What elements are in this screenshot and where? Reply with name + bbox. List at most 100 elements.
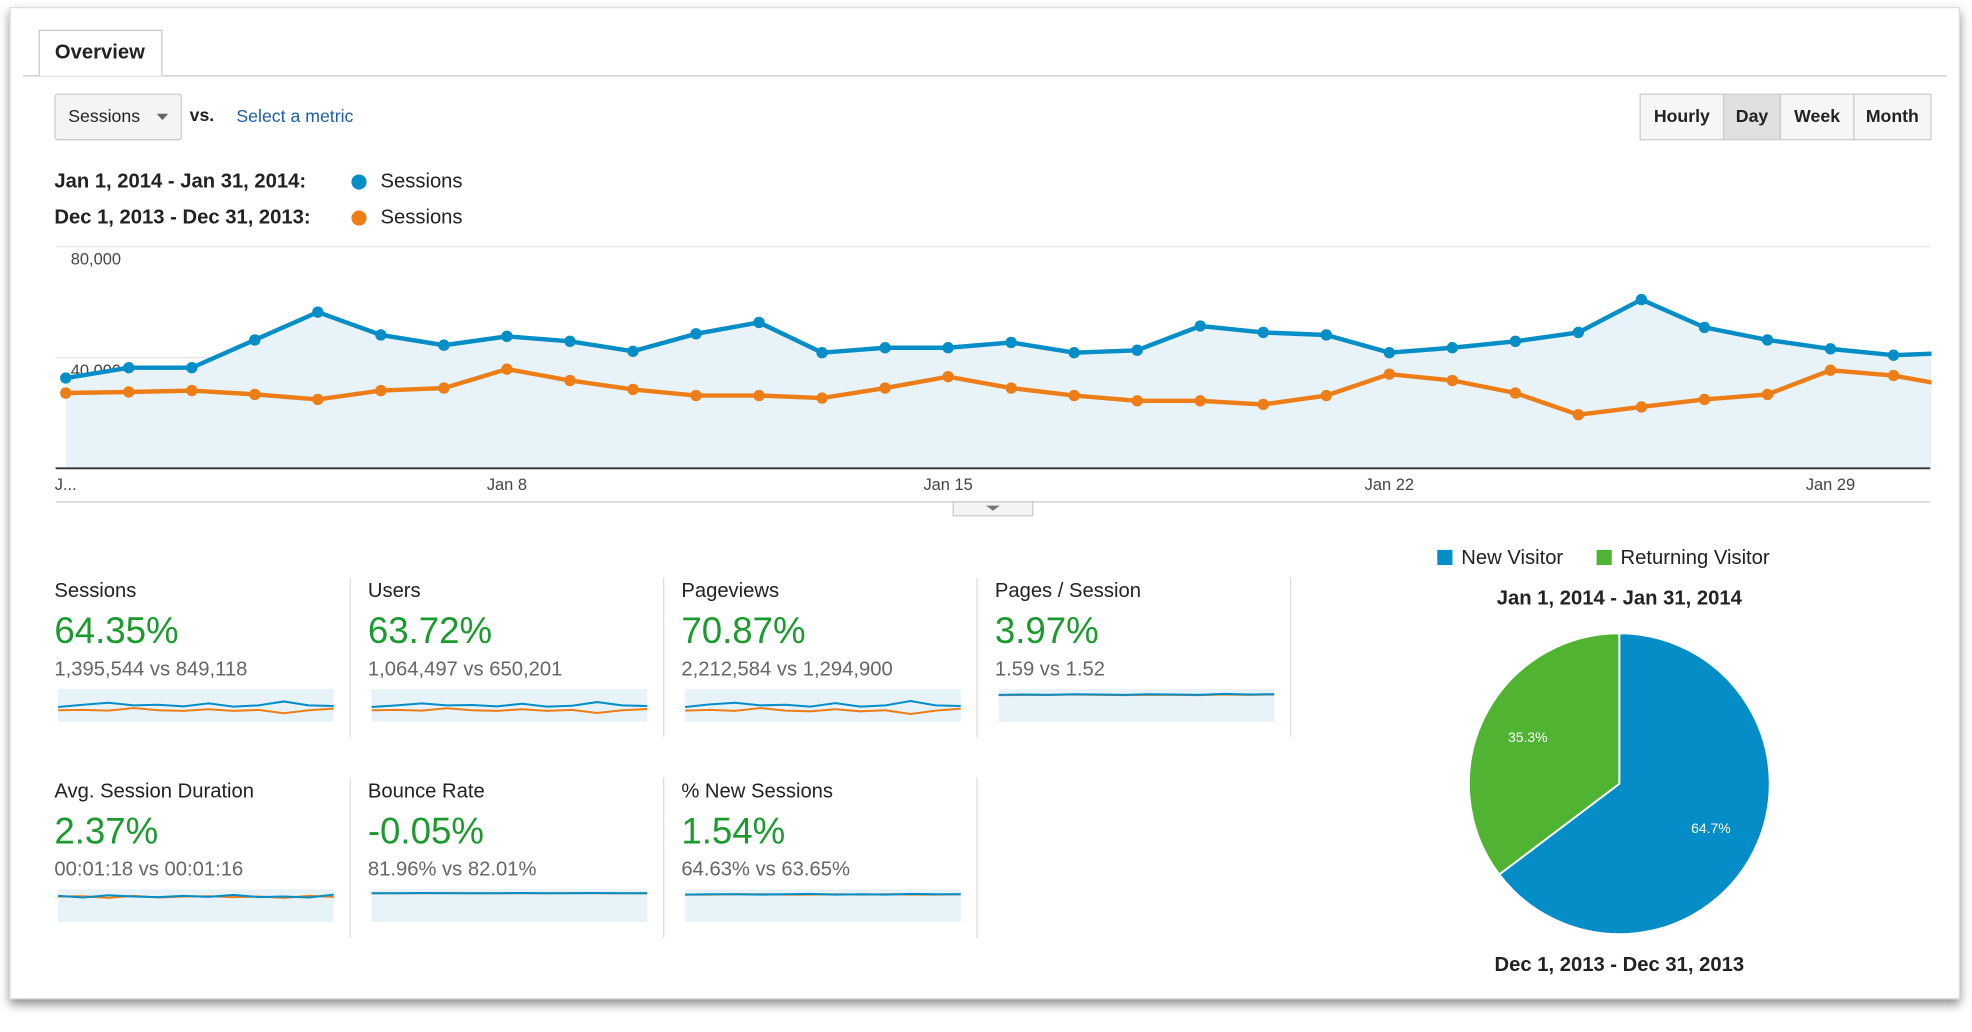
interval-label[interactable]: Hourly: [1654, 106, 1710, 126]
x-tick-label: Jan 8: [487, 476, 527, 494]
point: [1887, 369, 1900, 382]
sparkline: [685, 700, 961, 709]
point: [312, 306, 324, 318]
point: [1131, 395, 1143, 407]
legend-period: Dec 1, 2013 - Dec 31, 2013:: [54, 206, 310, 228]
sparkline: [58, 706, 334, 715]
select-metric-link[interactable]: Select a metric: [236, 106, 353, 126]
point: [1698, 393, 1711, 406]
point: [1257, 326, 1269, 339]
interval-button[interactable]: [1779, 93, 1855, 141]
sparkline: [58, 700, 334, 709]
scorecard-label: Pages / Session: [995, 580, 1141, 602]
x-tick-label: Jan 29: [1806, 476, 1855, 494]
interval-label[interactable]: Week: [1794, 106, 1840, 126]
collapse-arrow: [986, 505, 1000, 511]
legend-label: New Visitor: [1461, 547, 1563, 569]
point: [1761, 334, 1774, 346]
point: [438, 339, 450, 351]
point: [1572, 409, 1585, 421]
point: [690, 328, 702, 340]
legend-swatch: [1596, 549, 1612, 566]
interval-button[interactable]: [1722, 93, 1782, 141]
interval-label[interactable]: Day: [1736, 106, 1769, 126]
point: [1698, 321, 1711, 334]
point: [123, 362, 135, 374]
point: [1761, 388, 1774, 401]
scorecard-label: Sessions: [54, 580, 136, 602]
point: [60, 387, 72, 399]
metric-dropdown[interactable]: [54, 93, 183, 141]
scorecard-detail: 64.63% vs 63.65%: [681, 859, 850, 881]
scorecard-change: 1.54%: [681, 810, 785, 851]
scorecard-detail: 00:01:18 vs 00:01:16: [54, 859, 243, 881]
point: [375, 384, 387, 397]
point: [375, 329, 387, 341]
sparkline: [371, 707, 648, 714]
interval-label[interactable]: Month: [1866, 106, 1919, 126]
scorecard-change: 64.35%: [54, 610, 178, 651]
plot: [60, 293, 1932, 469]
interval-button[interactable]: [1639, 93, 1725, 141]
point: [1131, 344, 1143, 356]
sparkline: [371, 701, 648, 709]
point: [1320, 329, 1332, 341]
point: [1194, 320, 1206, 332]
point: [249, 334, 261, 346]
interval-button[interactable]: [1853, 93, 1932, 141]
point: [1509, 335, 1522, 348]
point: [816, 392, 828, 404]
point: [1383, 368, 1396, 380]
point: [186, 384, 198, 397]
point: [564, 335, 576, 348]
point: [1572, 326, 1585, 339]
point: [879, 342, 891, 354]
scorecard-change: -0.05%: [368, 810, 484, 851]
tab-label[interactable]: Overview: [55, 41, 145, 63]
dropdown-arrow: [156, 113, 169, 121]
metric-dropdown-label[interactable]: Sessions: [68, 106, 140, 126]
point: [942, 342, 954, 354]
x-tick-label: Jan 15: [923, 476, 972, 494]
legend-dot: [351, 174, 367, 190]
sparkline: [998, 692, 1275, 696]
tab[interactable]: [38, 29, 163, 76]
point: [1824, 343, 1837, 355]
legend-dot: [351, 210, 367, 226]
y-tick-label: 80,000: [71, 251, 121, 269]
scorecard-detail: 1,064,497 vs 650,201: [368, 658, 563, 680]
point: [249, 388, 261, 401]
point: [123, 386, 135, 398]
pie-slice: [1497, 632, 1771, 936]
legend-label: Sessions: [381, 206, 463, 228]
scorecard-change: 63.72%: [368, 610, 492, 651]
point: [1005, 382, 1017, 394]
point: [1068, 347, 1080, 359]
pie-subtitle: Dec 1, 2013 - Dec 31, 2013: [1495, 954, 1745, 976]
point: [690, 389, 702, 402]
point: [60, 372, 72, 384]
slice-label: 35.3%: [1508, 729, 1547, 745]
point: [1509, 387, 1522, 399]
point: [816, 347, 828, 359]
point: [1446, 342, 1459, 354]
point: [627, 383, 639, 396]
point: [1194, 395, 1206, 407]
separators: [349, 577, 1292, 938]
legend-label: Returning Visitor: [1621, 547, 1770, 569]
point: [564, 374, 576, 387]
point: [1446, 374, 1459, 387]
point: [501, 330, 513, 343]
sparkline-bg: [371, 889, 648, 923]
scorecard-label: Pageviews: [681, 580, 779, 602]
scorecard-detail: 1.59 vs 1.52: [995, 658, 1105, 680]
vs-label: vs.: [190, 105, 215, 125]
scorecard-detail: 1,395,544 vs 849,118: [54, 658, 247, 680]
sparkline-bg: [58, 889, 334, 923]
point: [438, 382, 450, 394]
point: [753, 316, 765, 329]
sparkline: [58, 893, 334, 899]
scorecard-change: 3.97%: [995, 610, 1099, 651]
